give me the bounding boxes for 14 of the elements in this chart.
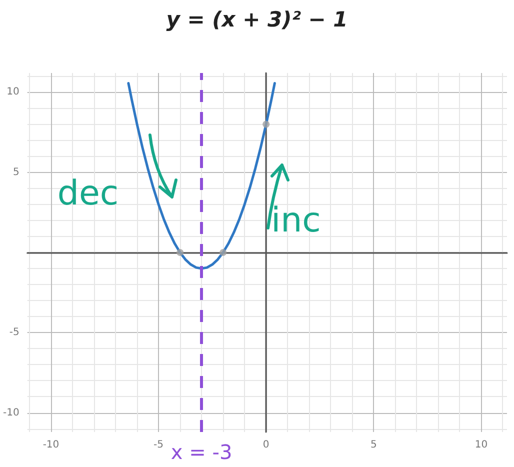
x-tick-label: -5	[154, 440, 164, 450]
x-tick-label: 10	[474, 440, 488, 450]
y-tick-label: -5	[9, 327, 20, 338]
x-tick-label: -10	[42, 440, 60, 450]
y-tick-label: 5	[12, 166, 20, 178]
x-tick-label: 0	[262, 440, 270, 450]
line-series	[127, 82, 276, 270]
chart-title: y = (x + 3)² − 1	[166, 8, 348, 32]
x-tick-label: 5	[370, 440, 377, 450]
y-tick-label: -10	[2, 407, 20, 418]
ref-line-label: x = -3	[170, 440, 232, 464]
annotation: inc	[271, 200, 321, 240]
y-tick-label: 10	[6, 86, 20, 98]
annotation: dec	[57, 173, 119, 214]
